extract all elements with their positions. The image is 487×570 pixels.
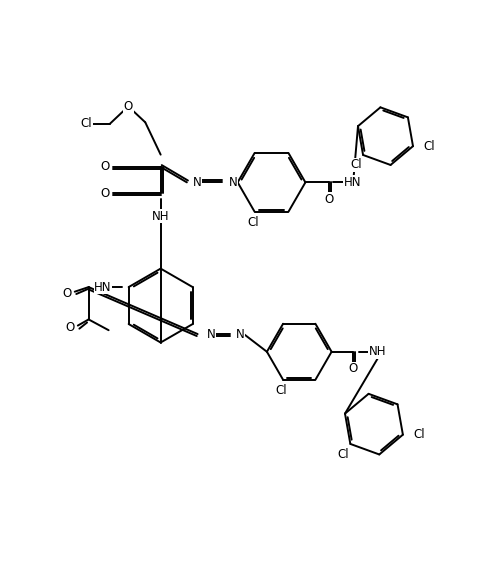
- Text: Cl: Cl: [247, 216, 259, 229]
- Text: Cl: Cl: [413, 428, 425, 441]
- Text: Cl: Cl: [424, 140, 435, 153]
- Text: O: O: [62, 287, 72, 300]
- Text: NH: NH: [369, 345, 386, 359]
- Text: N: N: [207, 328, 216, 340]
- Text: N: N: [236, 328, 245, 340]
- Text: N: N: [228, 176, 237, 189]
- Text: O: O: [324, 193, 333, 206]
- Text: O: O: [101, 186, 110, 200]
- Text: O: O: [124, 100, 133, 113]
- Text: N: N: [193, 176, 202, 189]
- Text: Cl: Cl: [80, 117, 92, 131]
- Text: Cl: Cl: [350, 158, 361, 172]
- Text: Cl: Cl: [276, 384, 287, 397]
- Text: Cl: Cl: [337, 448, 349, 461]
- Text: HN: HN: [344, 176, 361, 189]
- Text: O: O: [349, 362, 358, 375]
- Text: O: O: [101, 161, 110, 173]
- Text: NH: NH: [152, 210, 169, 223]
- Text: O: O: [65, 320, 75, 333]
- Text: HN: HN: [94, 280, 112, 294]
